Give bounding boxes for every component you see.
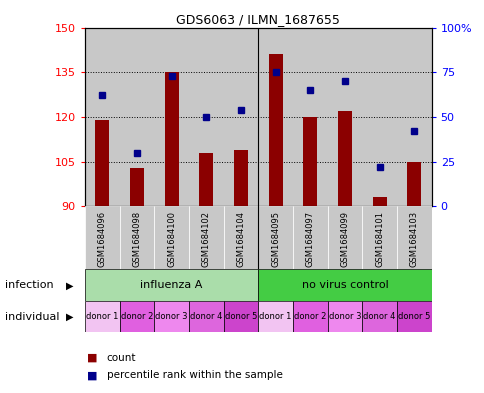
Bar (362, 301, 396, 332)
Text: GSM1684103: GSM1684103 (409, 211, 418, 268)
Text: donor 3: donor 3 (328, 312, 361, 321)
Text: GSM1684095: GSM1684095 (271, 211, 280, 267)
Bar (362, 206, 396, 269)
Bar (337, 111, 351, 206)
Text: donor 2: donor 2 (293, 312, 326, 321)
Text: GSM1684098: GSM1684098 (132, 211, 141, 268)
Bar (85, 28, 119, 206)
Bar (292, 28, 327, 206)
Text: donor 4: donor 4 (190, 312, 222, 321)
Bar (119, 206, 154, 269)
Bar (268, 54, 282, 206)
Text: influenza A: influenza A (140, 280, 202, 290)
Bar (189, 206, 223, 269)
Text: GSM1684102: GSM1684102 (201, 211, 211, 267)
Text: donor 1: donor 1 (259, 312, 291, 321)
Bar (130, 167, 144, 206)
Bar (223, 301, 257, 332)
Bar (164, 72, 178, 206)
Bar (292, 206, 327, 269)
Bar (188, 301, 223, 332)
Text: ■: ■ (87, 353, 98, 363)
Bar (407, 162, 421, 206)
Text: donor 3: donor 3 (155, 312, 187, 321)
Text: ▶: ▶ (65, 312, 73, 322)
Bar (223, 28, 257, 206)
Text: GSM1684100: GSM1684100 (166, 211, 176, 267)
Text: count: count (106, 353, 136, 363)
Bar (327, 206, 362, 269)
Text: percentile rank within the sample: percentile rank within the sample (106, 370, 282, 380)
Bar (119, 301, 154, 332)
Bar (154, 206, 189, 269)
Bar (199, 153, 213, 206)
Bar (85, 301, 119, 332)
Bar (223, 206, 257, 269)
Text: ■: ■ (87, 370, 98, 380)
Bar (95, 120, 109, 206)
Text: GSM1684101: GSM1684101 (374, 211, 383, 267)
Text: donor 4: donor 4 (363, 312, 395, 321)
Bar (257, 28, 292, 206)
Text: GSM1684099: GSM1684099 (340, 211, 349, 267)
Bar (396, 206, 431, 269)
Text: ▶: ▶ (65, 280, 73, 290)
Bar (396, 301, 431, 332)
Text: GSM1684104: GSM1684104 (236, 211, 245, 267)
Text: GSM1684097: GSM1684097 (305, 211, 314, 268)
Text: no virus control: no virus control (301, 280, 388, 290)
Bar (257, 206, 292, 269)
Text: GSM1684096: GSM1684096 (97, 211, 106, 268)
Bar (119, 28, 154, 206)
Bar (292, 301, 327, 332)
Bar (327, 28, 362, 206)
Bar (233, 150, 247, 206)
Text: donor 5: donor 5 (397, 312, 430, 321)
Text: donor 1: donor 1 (86, 312, 118, 321)
Bar (85, 206, 119, 269)
Bar (396, 28, 431, 206)
Bar (154, 301, 189, 332)
Bar (362, 28, 396, 206)
Bar (257, 269, 431, 301)
Bar (327, 301, 362, 332)
Title: GDS6063 / ILMN_1687655: GDS6063 / ILMN_1687655 (176, 13, 339, 26)
Text: donor 2: donor 2 (121, 312, 153, 321)
Bar (85, 269, 257, 301)
Bar (188, 28, 223, 206)
Bar (154, 28, 188, 206)
Text: individual: individual (5, 312, 59, 322)
Text: infection: infection (5, 280, 53, 290)
Bar (302, 117, 317, 206)
Bar (257, 301, 292, 332)
Bar (372, 197, 386, 206)
Text: donor 5: donor 5 (224, 312, 257, 321)
